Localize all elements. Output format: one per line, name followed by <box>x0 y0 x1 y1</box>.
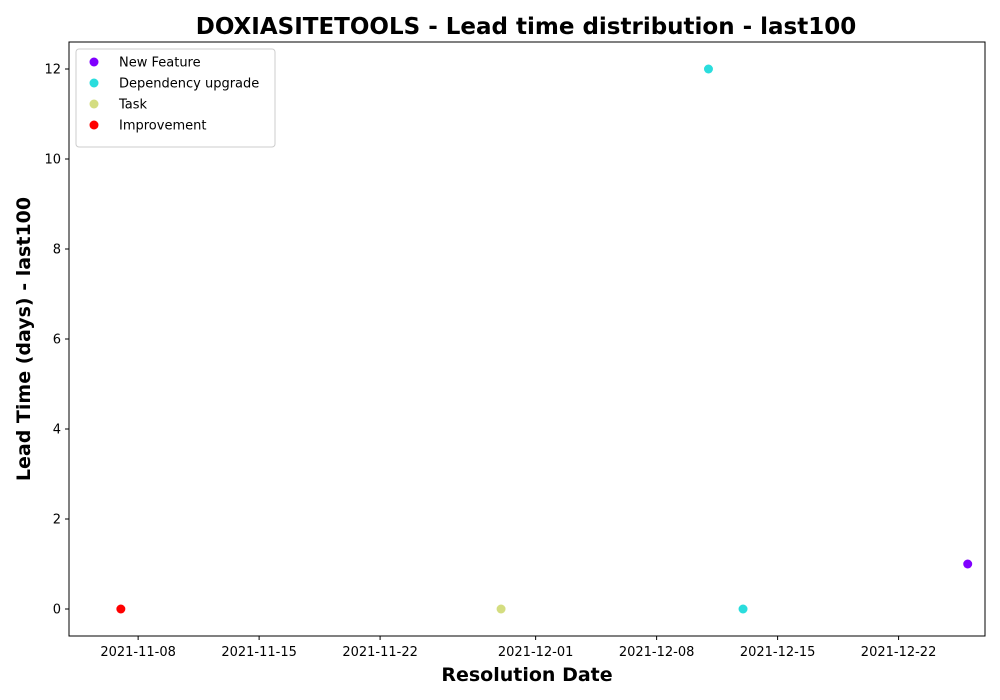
legend-marker <box>89 57 99 67</box>
x-tick-label: 2021-12-01 <box>498 645 574 660</box>
x-axis-label: Resolution Date <box>441 664 612 686</box>
x-tick-label: 2021-12-15 <box>740 645 816 660</box>
scatter-points <box>116 64 973 614</box>
legend: New Feature Dependency upgrade Task Improve… <box>75 48 276 148</box>
data-point <box>496 604 506 614</box>
y-tick-label: 0 <box>53 603 61 618</box>
legend-entry-label: New Feature <box>119 56 201 71</box>
y-tick-label: 2 <box>53 513 61 528</box>
y-tick-label: 12 <box>44 63 61 78</box>
y-axis-label: Lead Time (days) - last100 <box>13 197 35 481</box>
legend-entry-label: Task <box>118 98 148 113</box>
legend-frame <box>75 48 276 148</box>
y-axis-ticks: 0 2 4 6 8 10 12 <box>44 63 69 618</box>
x-tick-label: 2021-12-22 <box>861 645 937 660</box>
y-tick-label: 4 <box>53 423 61 438</box>
x-tick-label: 2021-11-08 <box>100 645 176 660</box>
x-tick-label: 2021-11-22 <box>342 645 418 660</box>
y-tick-label: 8 <box>53 243 61 258</box>
data-point <box>963 559 973 569</box>
data-point <box>738 604 748 614</box>
x-tick-label: 2021-12-08 <box>619 645 695 660</box>
legend-entry-label: Dependency upgrade <box>119 77 259 92</box>
x-tick-label: 2021-11-15 <box>221 645 297 660</box>
y-tick-label: 6 <box>53 333 61 348</box>
chart-title: DOXIASITETOOLS - Lead time distribution … <box>196 14 857 40</box>
y-tick-label: 10 <box>44 153 61 168</box>
legend-marker <box>89 120 99 130</box>
x-axis-ticks: 2021-11-08 2021-11-15 2021-11-22 2021-12-01… <box>100 636 936 660</box>
legend-marker <box>89 78 99 88</box>
data-point <box>703 64 713 74</box>
legend-marker <box>89 99 99 109</box>
data-point <box>116 604 126 614</box>
legend-entry-label: Improvement <box>119 119 206 134</box>
